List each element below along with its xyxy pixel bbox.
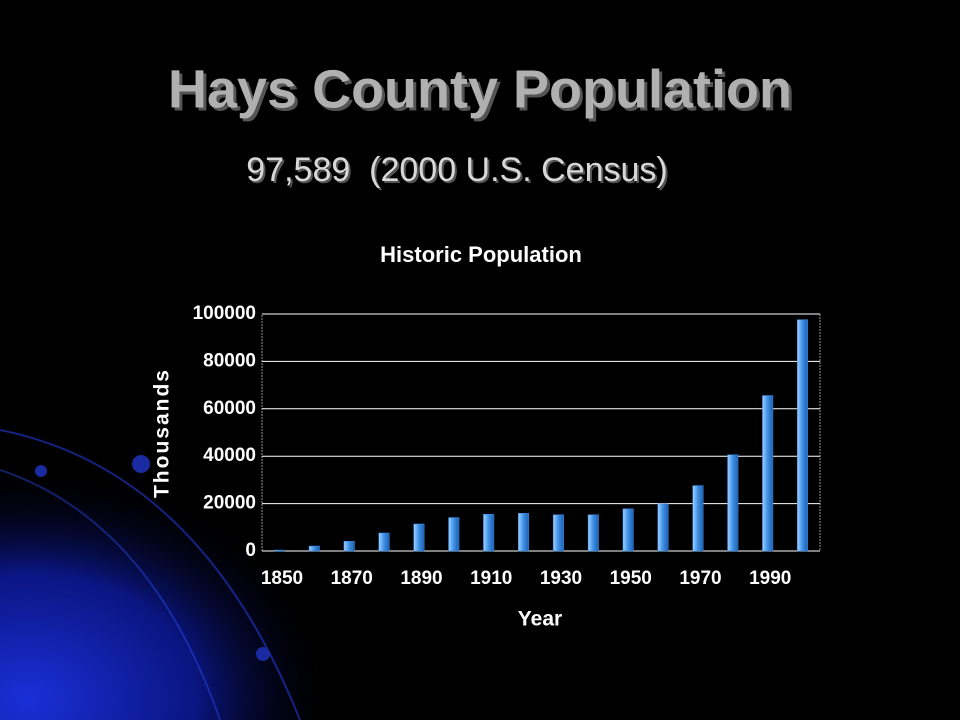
bar xyxy=(797,319,809,552)
decor-arc xyxy=(0,469,221,720)
chart-title: Historic Population xyxy=(380,242,582,267)
slide-title: Hays County Population xyxy=(168,59,792,119)
y-tick-label: 60000 xyxy=(203,398,256,419)
bar xyxy=(483,514,495,552)
y-axis-label: Thousands xyxy=(151,368,174,498)
bar xyxy=(692,485,704,552)
y-tick-label: 20000 xyxy=(203,493,256,514)
y-tick-label: 80000 xyxy=(203,350,256,371)
bar xyxy=(308,545,320,552)
bar xyxy=(273,549,285,552)
y-tick-label: 0 xyxy=(245,540,256,561)
bar xyxy=(413,523,425,552)
bar xyxy=(552,514,564,552)
x-tick-label: 1890 xyxy=(400,568,442,589)
bar xyxy=(727,454,739,552)
x-tick-label: 1990 xyxy=(749,568,791,589)
decor-dot xyxy=(132,455,150,473)
bar xyxy=(762,395,774,552)
x-tick-label: 1970 xyxy=(679,568,721,589)
x-axis-label: Year xyxy=(518,608,562,631)
bar xyxy=(343,541,355,552)
x-tick-label: 1910 xyxy=(470,568,512,589)
x-tick-label: 1850 xyxy=(261,568,303,589)
decor-arc xyxy=(0,429,301,720)
background-glow xyxy=(0,300,560,720)
bar xyxy=(448,517,460,552)
x-tick-label: 1870 xyxy=(331,568,373,589)
title-shadow: Hays County Population xyxy=(171,62,795,122)
decor-dot xyxy=(35,465,47,477)
slide-subtitle: 97,589 (2000 U.S. Census) xyxy=(246,151,667,189)
x-tick-label: 1950 xyxy=(610,568,652,589)
subtitle-shadow: 97,589 (2000 U.S. Census) xyxy=(248,153,669,191)
decor-dot xyxy=(256,647,270,661)
bar xyxy=(378,532,390,552)
bar xyxy=(622,508,634,552)
x-tick-label: 1930 xyxy=(540,568,582,589)
bar xyxy=(657,503,669,552)
y-tick-label: 40000 xyxy=(203,445,256,466)
y-tick-label: 100000 xyxy=(193,303,256,324)
bar xyxy=(587,514,599,552)
bar xyxy=(518,513,530,552)
